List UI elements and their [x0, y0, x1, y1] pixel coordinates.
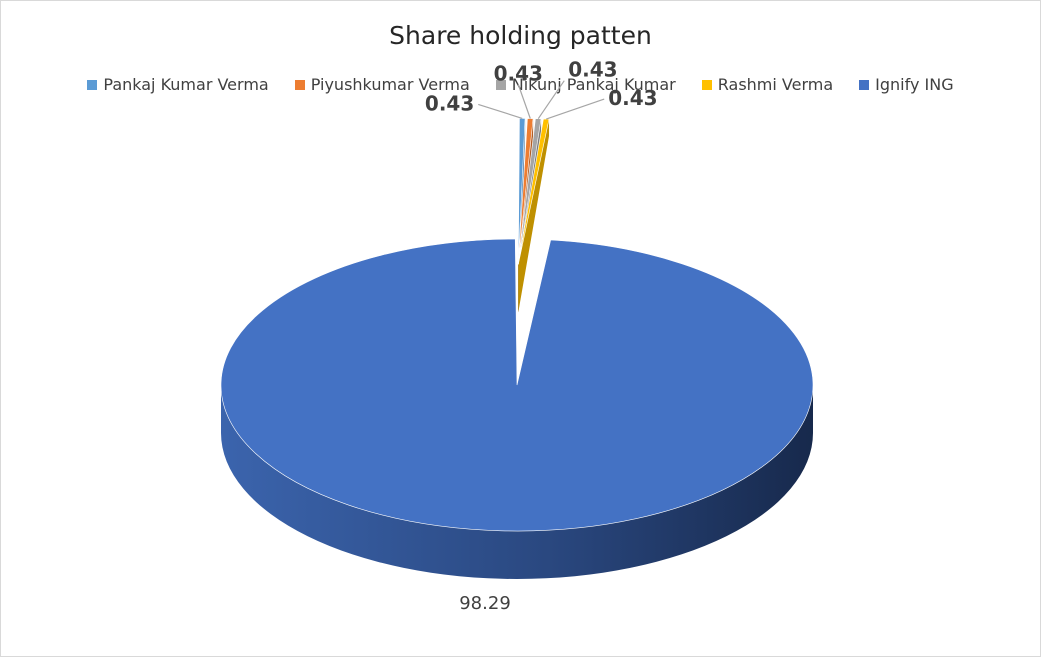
leader-line — [517, 84, 531, 119]
legend-label: Pankaj Kumar Verma — [103, 75, 269, 94]
pie-slice — [220, 238, 814, 532]
legend-item: Nikunj Pankaj Kumar — [495, 75, 676, 94]
leader-line — [537, 80, 565, 120]
legend-swatch — [294, 79, 305, 90]
legend-swatch — [701, 79, 712, 90]
leader-line — [478, 103, 523, 119]
legend-swatch — [87, 79, 98, 90]
pie-slice — [517, 118, 534, 265]
data-label: 0.43 — [568, 58, 617, 82]
legend-label: Piyushkumar Verma — [310, 75, 470, 94]
legend-label: Ignify ING — [875, 75, 954, 94]
pie-slice-side — [221, 385, 813, 579]
data-label: 0.43 — [608, 86, 657, 110]
legend-label: Rashmi Verma — [717, 75, 834, 94]
pie-slice-edge — [518, 119, 550, 313]
data-label: 0.43 — [425, 91, 474, 115]
data-label: 98.29 — [459, 593, 511, 614]
legend-swatch — [495, 79, 506, 90]
legend-item: Ignify ING — [859, 75, 954, 94]
legend-item: Rashmi Verma — [701, 75, 834, 94]
legend: Pankaj Kumar Verma Piyushkumar Verma Nik… — [1, 75, 1040, 94]
pie-slice — [517, 118, 550, 265]
chart-title: Share holding patten — [389, 21, 652, 50]
data-label: 0.43 — [494, 62, 543, 86]
pie-slice — [517, 118, 526, 265]
legend-label: Nikunj Pankaj Kumar — [511, 75, 676, 94]
legend-item: Piyushkumar Verma — [294, 75, 470, 94]
legend-swatch — [859, 79, 870, 90]
legend-item: Pankaj Kumar Verma — [87, 75, 269, 94]
leader-line — [546, 98, 605, 120]
